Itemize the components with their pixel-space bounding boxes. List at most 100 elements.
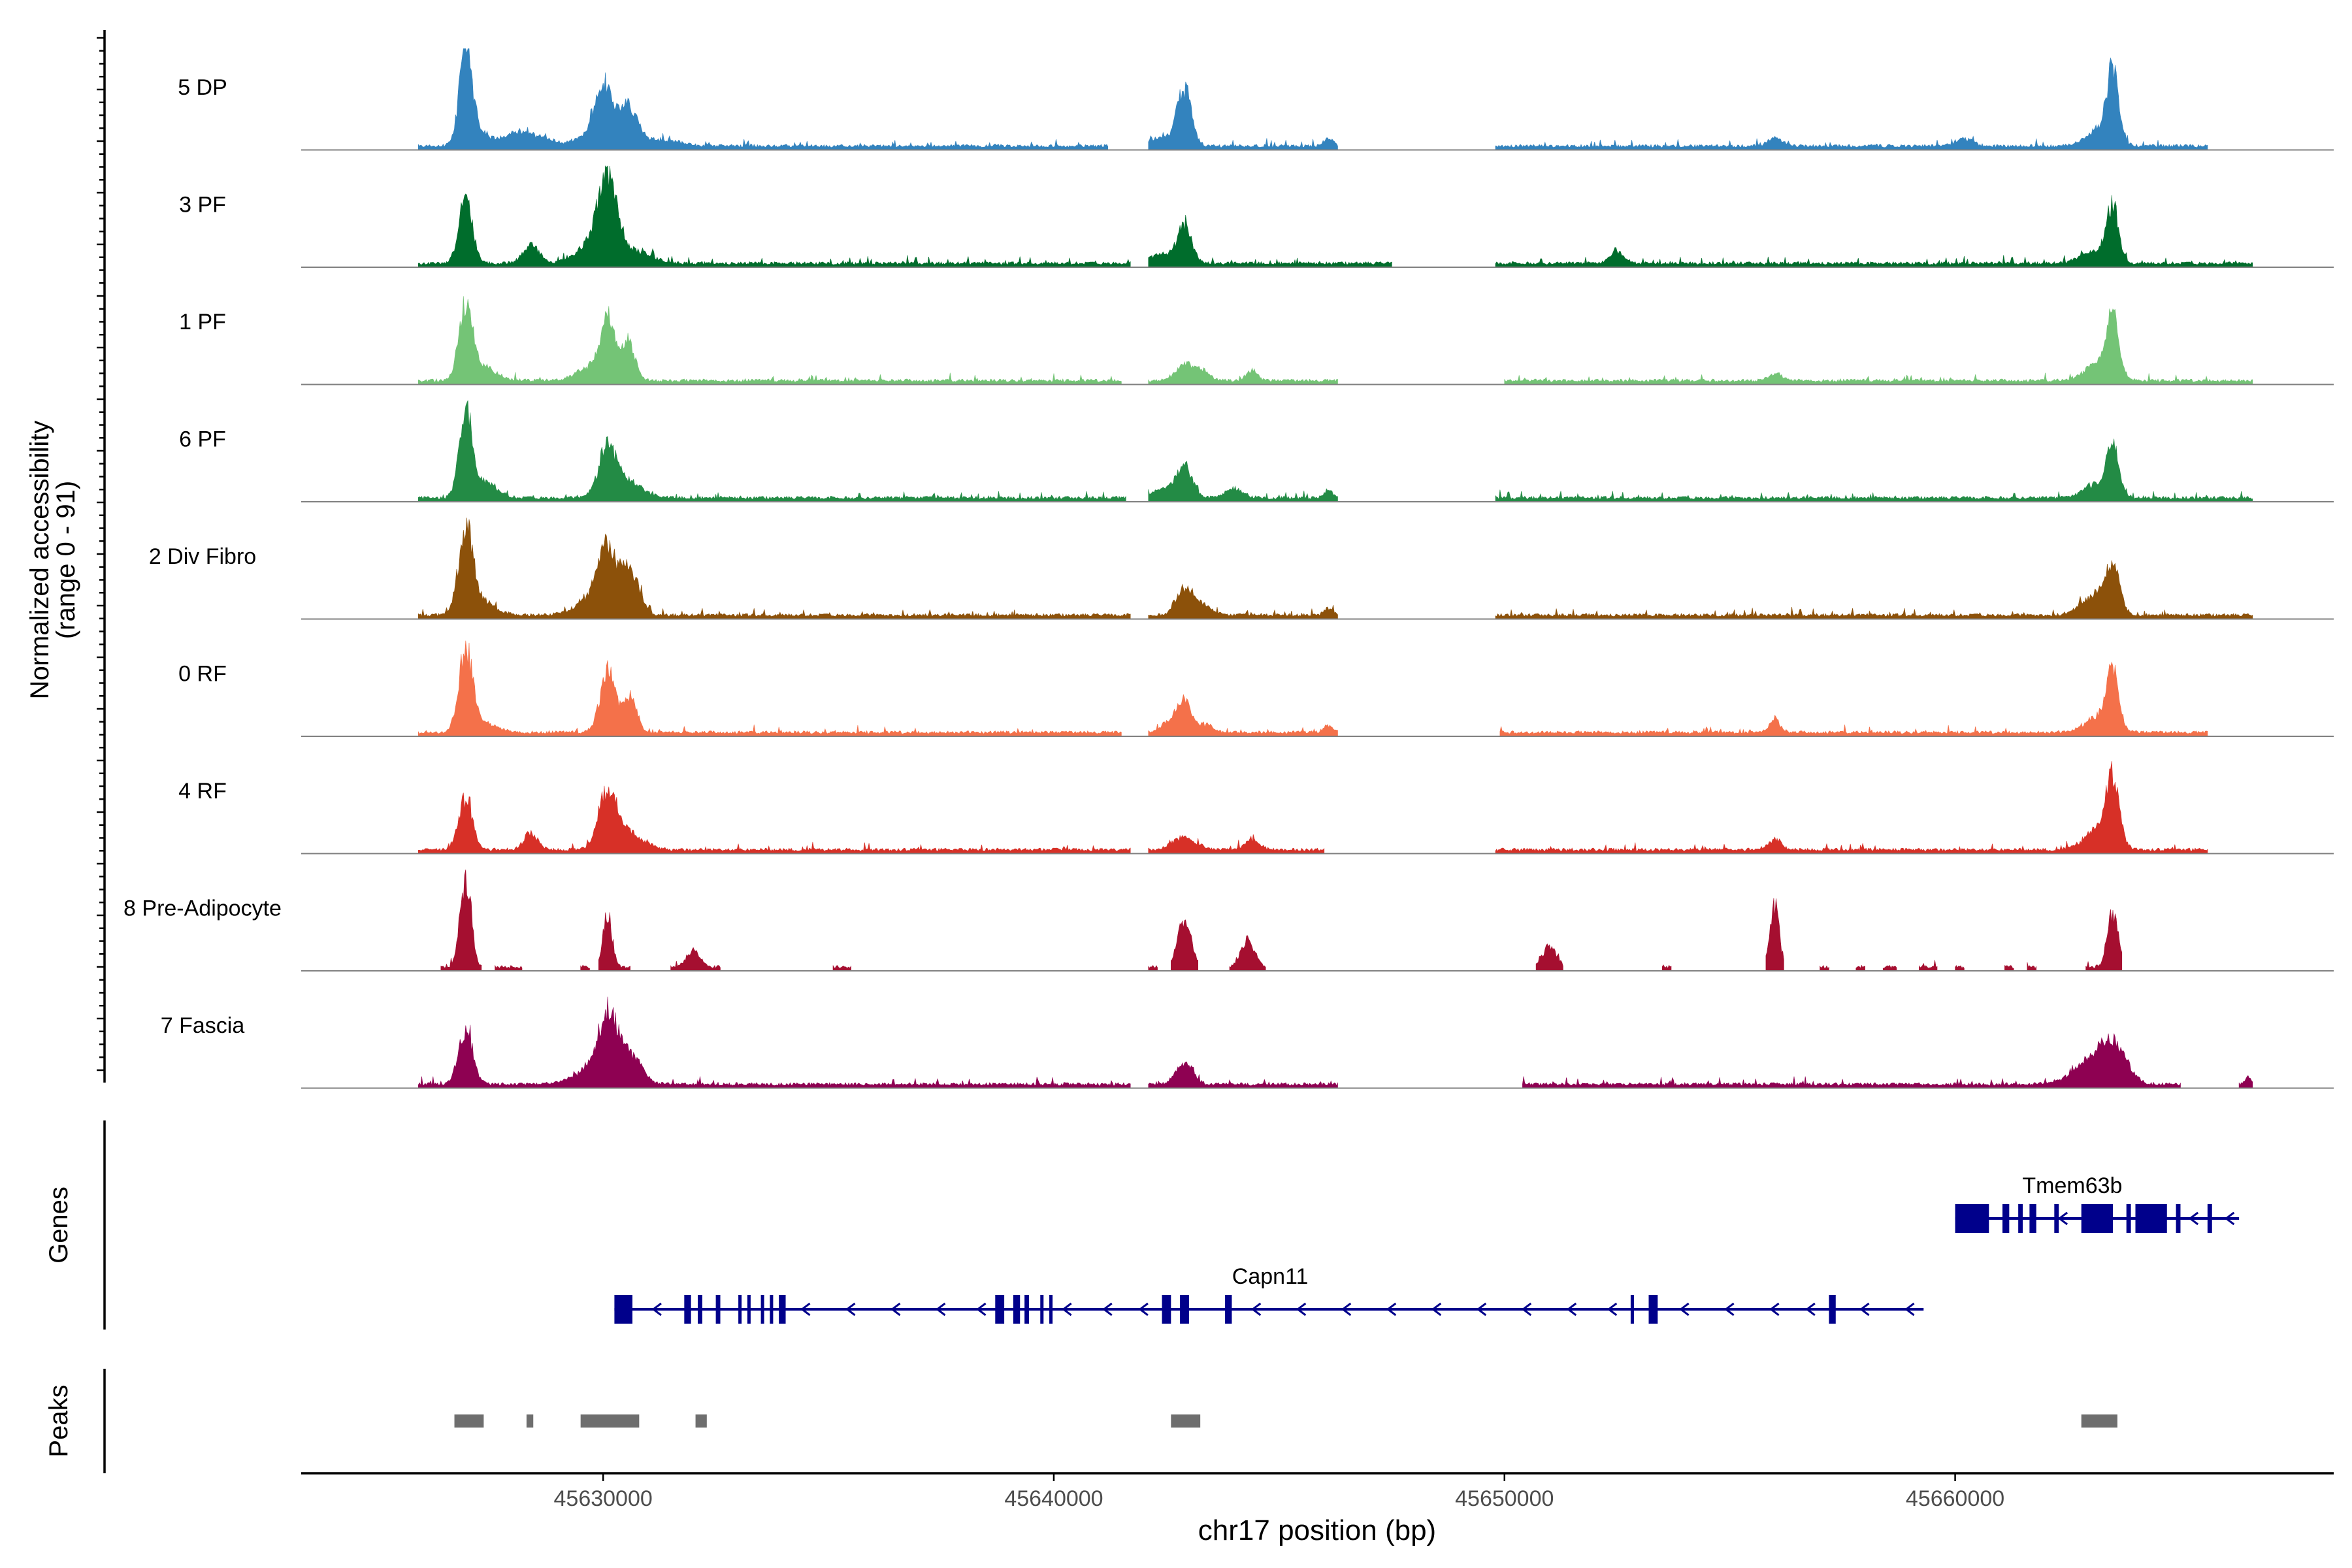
coverage-area [1148, 1061, 1338, 1088]
gene-exon [779, 1295, 786, 1324]
strand-arrow [800, 1302, 811, 1316]
coverage-area [598, 912, 630, 972]
coverage-area [580, 964, 590, 972]
strand-arrow [1296, 1302, 1307, 1316]
y-axis-range-subtitle: (range 0 - 91) [52, 481, 80, 639]
strand-arrow [1431, 1302, 1442, 1316]
strand-arrow [2057, 1211, 2068, 1226]
coverage-area [1765, 898, 1784, 972]
strand-arrow [1521, 1302, 1532, 1316]
strand-arrow [2188, 1211, 2199, 1226]
coverage-area [418, 517, 1131, 619]
gene-exon [770, 1295, 774, 1324]
gene-exon [1013, 1295, 1021, 1324]
track-label: 5 DP [178, 75, 227, 100]
gene-exon [1955, 1204, 1989, 1233]
coverage-area [418, 165, 1131, 268]
gene-exon [684, 1295, 691, 1324]
gene-exon [2018, 1204, 2023, 1233]
strand-arrow [1102, 1302, 1113, 1316]
gene-exon [2081, 1204, 2113, 1233]
coverage-area [418, 996, 1131, 1088]
track-label: 1 PF [179, 310, 226, 335]
coverage-area [1495, 760, 2208, 854]
coverage-area [1522, 1033, 2181, 1088]
coverage-area [1661, 964, 1672, 972]
strand-arrow [1859, 1302, 1870, 1316]
track-label: 8 Pre-Adipocyte [123, 896, 282, 921]
x-tick-label: 45630000 [554, 1486, 653, 1511]
coverage-area [418, 296, 1122, 385]
coverage-area [1504, 308, 2253, 385]
gene-exon [2126, 1204, 2131, 1233]
gene-exon [2135, 1204, 2167, 1233]
gene-exon [1049, 1295, 1053, 1324]
strand-arrow [890, 1302, 901, 1316]
gene-label: Capn11 [1232, 1264, 1309, 1289]
peak-region [2081, 1414, 2117, 1428]
x-tick-label: 45640000 [1004, 1486, 1103, 1511]
strand-arrow [1679, 1302, 1690, 1316]
coverage-area [1882, 964, 1897, 972]
gene-exon [614, 1295, 633, 1324]
strand-arrow [936, 1302, 946, 1316]
gene-exon [1024, 1295, 1030, 1324]
strand-arrow [2224, 1211, 2235, 1226]
strand-arrow [1250, 1302, 1262, 1316]
coverage-area [1495, 57, 2208, 150]
coverage-area [1148, 461, 1338, 502]
coverage-area [1919, 960, 1938, 972]
strand-arrow [1724, 1302, 1735, 1316]
gene-exon [2176, 1204, 2181, 1233]
coverage-area [1495, 195, 2253, 268]
track-label: 3 PF [179, 193, 226, 218]
gene-exon [2207, 1204, 2212, 1233]
coverage-area [1499, 661, 2208, 737]
track-label: 2 Div Fibro [149, 544, 256, 569]
peak-region [1171, 1414, 1201, 1428]
strand-arrow [1062, 1302, 1072, 1316]
y-axis-title: Normalized accessibility [25, 421, 54, 700]
gene-exon [1630, 1295, 1634, 1324]
strand-arrow [1904, 1302, 1915, 1316]
gene-exon [738, 1295, 742, 1324]
gene-exon [1180, 1295, 1189, 1324]
coverage-area [2027, 962, 2036, 972]
coverage-area [1148, 965, 1158, 972]
gene-exon [1225, 1295, 1232, 1324]
gene-exon [995, 1295, 1005, 1324]
peak-region [695, 1414, 707, 1428]
strand-arrow [1566, 1302, 1577, 1316]
track-label: 4 RF [178, 779, 227, 804]
coverage-area [2004, 965, 2014, 972]
gene-exon [698, 1295, 702, 1324]
coverage-area [1229, 935, 1266, 972]
coverage-area [1855, 964, 1865, 972]
peak-region [580, 1414, 640, 1428]
coverage-area [495, 965, 523, 972]
coverage-area [1148, 694, 1338, 737]
coverage-area [1148, 361, 1338, 385]
x-tick-label: 45660000 [1906, 1486, 2004, 1511]
coverage-area [1820, 964, 1829, 972]
peaks-track-label: Peaks [44, 1384, 73, 1457]
gene-exon [760, 1295, 764, 1324]
strand-arrow [1769, 1302, 1780, 1316]
gene-label: Tmem63b [2022, 1173, 2122, 1198]
coverage-area [1495, 438, 2253, 502]
track-label: 7 Fascia [161, 1013, 245, 1038]
coverage-area [1535, 943, 1563, 972]
strand-arrow [651, 1302, 662, 1316]
strand-arrow [1607, 1302, 1618, 1316]
coverage-area [2238, 1075, 2253, 1088]
gene-exon [1648, 1295, 1658, 1324]
coverage-area [418, 640, 1122, 737]
strand-arrow [1805, 1302, 1816, 1316]
gene-exon [1040, 1295, 1044, 1324]
gene-exon [1162, 1295, 1171, 1324]
coverage-area [1148, 214, 1392, 268]
x-tick-label: 45650000 [1455, 1486, 1554, 1511]
coverage-area [1955, 965, 1965, 972]
coverage-area [418, 48, 1108, 150]
